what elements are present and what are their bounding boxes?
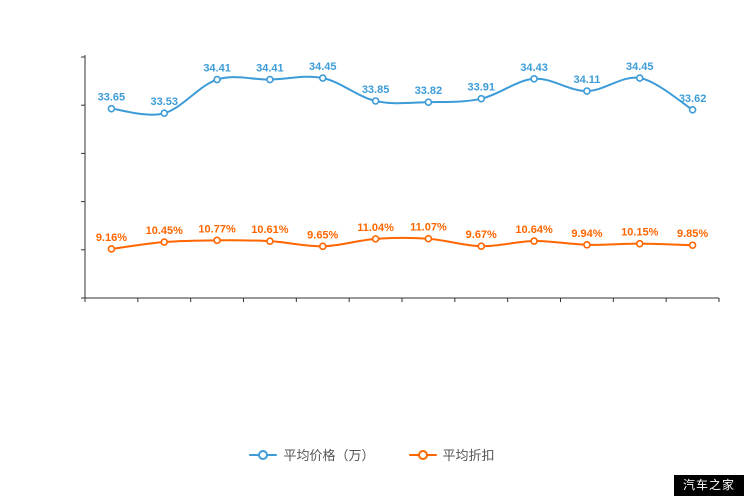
series-line-0 xyxy=(110,75,694,116)
data-point-marker xyxy=(213,75,221,84)
data-point-marker xyxy=(266,75,274,84)
data-point-marker xyxy=(160,238,169,246)
watermark: 汽车之家 xyxy=(673,475,744,496)
data-label: 9.67% xyxy=(466,229,497,241)
data-label: 33.65 xyxy=(98,92,126,104)
data-point-marker xyxy=(688,241,697,250)
data-point-marker xyxy=(477,94,486,103)
data-label: 33.53 xyxy=(150,96,178,108)
line-marker-icon xyxy=(249,449,278,461)
data-label: 10.64% xyxy=(515,224,553,236)
data-label: 34.11 xyxy=(573,74,600,86)
data-point-marker xyxy=(583,240,591,249)
data-point-marker xyxy=(371,97,380,105)
data-point-marker xyxy=(213,236,221,245)
data-label: 9.94% xyxy=(571,228,602,240)
data-point-marker xyxy=(266,237,274,245)
data-label: 9.65% xyxy=(307,229,338,241)
series-line-1 xyxy=(110,236,694,250)
data-label: 34.43 xyxy=(520,62,548,74)
line-marker-icon xyxy=(408,449,437,461)
data-point-marker xyxy=(318,74,327,82)
data-point-marker xyxy=(583,87,591,95)
data-point-marker xyxy=(160,109,169,118)
data-label: 11.07% xyxy=(410,222,447,234)
data-point-marker xyxy=(424,98,433,106)
data-label: 33.62 xyxy=(679,93,707,105)
legend-label-average-price: 平均价格（万） xyxy=(283,447,375,463)
data-point-marker xyxy=(107,104,116,113)
line-chart: 33.65 33.53 34.41 34.41 34.45 33.85 33.82 33.91… xyxy=(81,55,720,302)
data-label: 34.41 xyxy=(203,63,231,75)
data-label: 9.16% xyxy=(96,232,127,244)
chart-legend: 平均价格（万） 平均折扣 xyxy=(0,442,744,468)
data-label: 33.85 xyxy=(362,84,390,96)
data-label: 34.45 xyxy=(626,61,654,73)
data-label: 10.77% xyxy=(198,223,236,235)
data-point-marker xyxy=(477,242,486,251)
data-point-marker xyxy=(688,105,697,114)
data-label: 33.91 xyxy=(467,82,495,94)
legend-item-average-price[interactable]: 平均价格（万） xyxy=(249,447,375,463)
data-label: 10.45% xyxy=(146,225,184,237)
data-label: 34.41 xyxy=(256,63,284,75)
data-label: 10.61% xyxy=(251,224,289,236)
data-point-marker xyxy=(424,234,433,243)
data-point-marker xyxy=(371,235,380,243)
data-point-marker xyxy=(530,75,538,83)
legend-label-average-discount: 平均折扣 xyxy=(442,447,495,463)
data-label: 33.82 xyxy=(415,85,443,97)
data-point-marker xyxy=(318,242,327,251)
data-label: 10.15% xyxy=(621,227,659,239)
legend-dot xyxy=(258,450,269,460)
data-label: 11.04% xyxy=(357,222,394,234)
data-point-marker xyxy=(635,239,644,248)
data-label: 34.45 xyxy=(309,61,337,73)
data-point-marker xyxy=(107,245,116,253)
data-label: 9.85% xyxy=(677,228,708,240)
legend-dot xyxy=(417,450,428,460)
data-point-marker xyxy=(635,74,644,82)
data-point-marker xyxy=(530,237,538,245)
legend-item-average-discount[interactable]: 平均折扣 xyxy=(408,447,495,463)
